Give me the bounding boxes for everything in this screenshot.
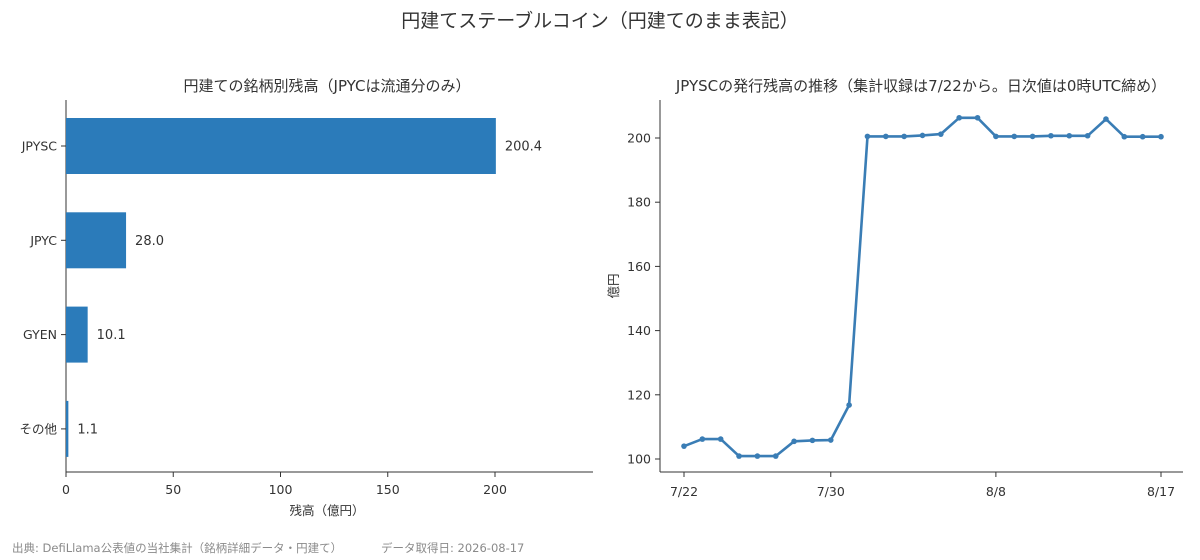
line-x-tick-label: 7/22	[670, 484, 698, 499]
line-x-tick-label: 7/30	[817, 484, 845, 499]
bar	[66, 212, 127, 269]
data-point	[864, 133, 871, 140]
bar-value-label: 28.0	[135, 234, 164, 249]
data-point	[901, 133, 907, 140]
bar-value-label: 10.1	[97, 328, 126, 343]
data-point	[1011, 133, 1018, 140]
footer-retrieved: データ取得日: 2026-08-17	[381, 541, 524, 555]
bar-category-label: JPYSC	[21, 139, 58, 154]
line-chart-title: JPYSCの発行残高の推移（集計収録は7/22から。日次値は0時UTC締め）	[675, 77, 1166, 95]
bar-category-label: その他	[19, 421, 57, 436]
bar-category-label: JPYC	[29, 233, 57, 248]
data-point	[736, 453, 742, 459]
line-y-tick-label: 140	[627, 323, 651, 338]
bar	[66, 400, 69, 457]
data-point	[1066, 132, 1073, 139]
line-x-tick-label: 8/17	[1147, 484, 1175, 499]
line-x-tick-label: 8/8	[986, 484, 1006, 499]
data-point	[809, 437, 816, 444]
data-point	[1158, 133, 1164, 140]
data-point	[846, 402, 852, 408]
data-point	[1048, 132, 1054, 139]
data-point	[791, 438, 797, 445]
bar-value-label: 200.4	[505, 140, 542, 155]
data-point	[883, 133, 889, 140]
bar-category-label: GYEN	[23, 327, 57, 342]
data-point	[919, 132, 926, 139]
bar-chart-title: 円建ての銘柄別残高（JPYCは流通分のみ）	[184, 77, 471, 95]
figure-title: 円建てステーブルコイン（円建てのまま表記）	[401, 9, 798, 32]
data-point	[938, 131, 944, 137]
data-point	[699, 436, 706, 442]
data-point	[974, 114, 981, 121]
data-point	[993, 133, 999, 140]
data-point	[717, 436, 724, 442]
data-point	[772, 453, 779, 459]
line-y-tick-label: 100	[627, 452, 651, 467]
data-point	[1084, 132, 1091, 139]
bar-x-tick-label: 100	[269, 482, 293, 497]
bar-x-tick-label: 200	[483, 482, 507, 497]
bar-x-tick-label: 50	[165, 482, 181, 497]
data-point	[827, 437, 834, 443]
footer-source: 出典: DefiLlama公表値の当社集計（銘柄詳細データ・円建て）	[12, 541, 342, 555]
bar	[66, 306, 88, 363]
bar-chart: 円建ての銘柄別残高（JPYCは流通分のみ） 0 50 100 150 200 JPYSC 2…	[19, 77, 593, 518]
data-point	[1103, 116, 1109, 122]
line-y-tick-label: 120	[627, 387, 651, 402]
data-point	[754, 453, 761, 459]
line-y-tick-label: 180	[627, 195, 651, 210]
data-point	[956, 114, 962, 121]
series-line	[683, 116, 1161, 458]
line-y-tick-label: 160	[627, 259, 651, 274]
line-chart: JPYSCの発行残高の推移（集計収録は7/22から。日次値は0時UTC締め） 1…	[606, 77, 1183, 499]
bar-x-tick-label: 0	[62, 482, 70, 497]
line-y-tick-label: 200	[627, 131, 651, 146]
bar-x-tick-label: 150	[376, 482, 400, 497]
bar	[66, 118, 496, 174]
bar-x-axis-label: 残高（億円）	[289, 503, 364, 518]
data-point	[1139, 133, 1146, 140]
line-y-axis-label: 億円	[606, 273, 621, 298]
bar-value-label: 1.1	[77, 422, 98, 437]
data-point	[681, 443, 687, 449]
data-point	[1121, 133, 1128, 140]
data-point	[1029, 133, 1036, 140]
